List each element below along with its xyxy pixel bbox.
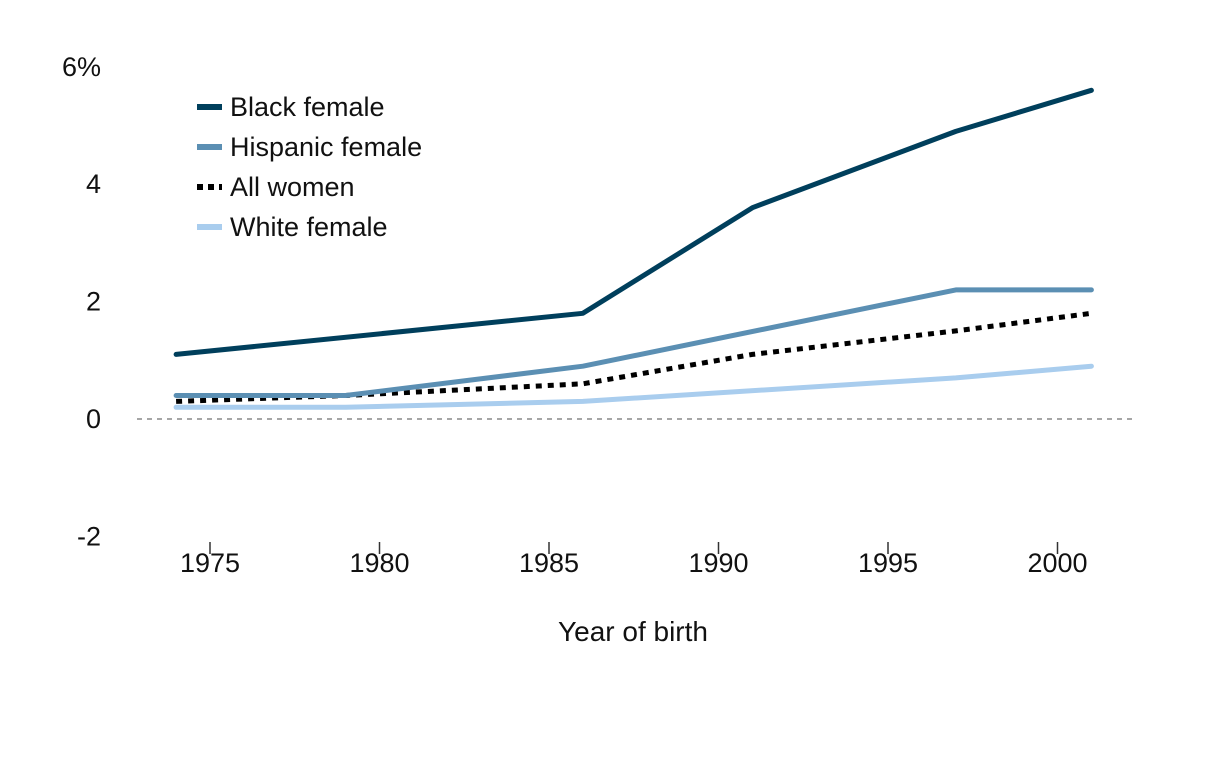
series-lines — [173, 87, 1094, 410]
series-line-all-women — [176, 310, 1092, 404]
x-tick-label: 1990 — [688, 548, 748, 578]
series-line-hispanic-female — [173, 287, 1094, 398]
y-tick-label: -2 — [77, 521, 101, 551]
series-line-black-female — [173, 87, 1094, 357]
x-axis-label: Year of birth — [558, 616, 708, 647]
y-tick-label: 2 — [86, 287, 101, 317]
y-tick-label: 0 — [86, 404, 101, 434]
x-tick-label: 1995 — [858, 548, 918, 578]
x-tick-label: 1980 — [349, 548, 409, 578]
y-axis-ticks: -2 0 2 4 6% — [62, 52, 101, 552]
legend-label: All women — [230, 172, 355, 202]
x-tick-label: 2000 — [1027, 548, 1087, 578]
x-axis-ticks: 1975 1980 1985 1990 1995 2000 — [180, 542, 1088, 578]
legend-label: Hispanic female — [230, 132, 422, 162]
series-line-white-female — [173, 363, 1094, 410]
x-tick-label: 1975 — [180, 548, 240, 578]
legend-label: White female — [230, 212, 388, 242]
x-tick-label: 1985 — [519, 548, 579, 578]
y-tick-label: 6% — [62, 52, 101, 82]
legend: Black female Hispanic female All women Whit… — [197, 92, 422, 242]
legend-label: Black female — [230, 92, 385, 122]
y-tick-label: 4 — [86, 169, 101, 199]
